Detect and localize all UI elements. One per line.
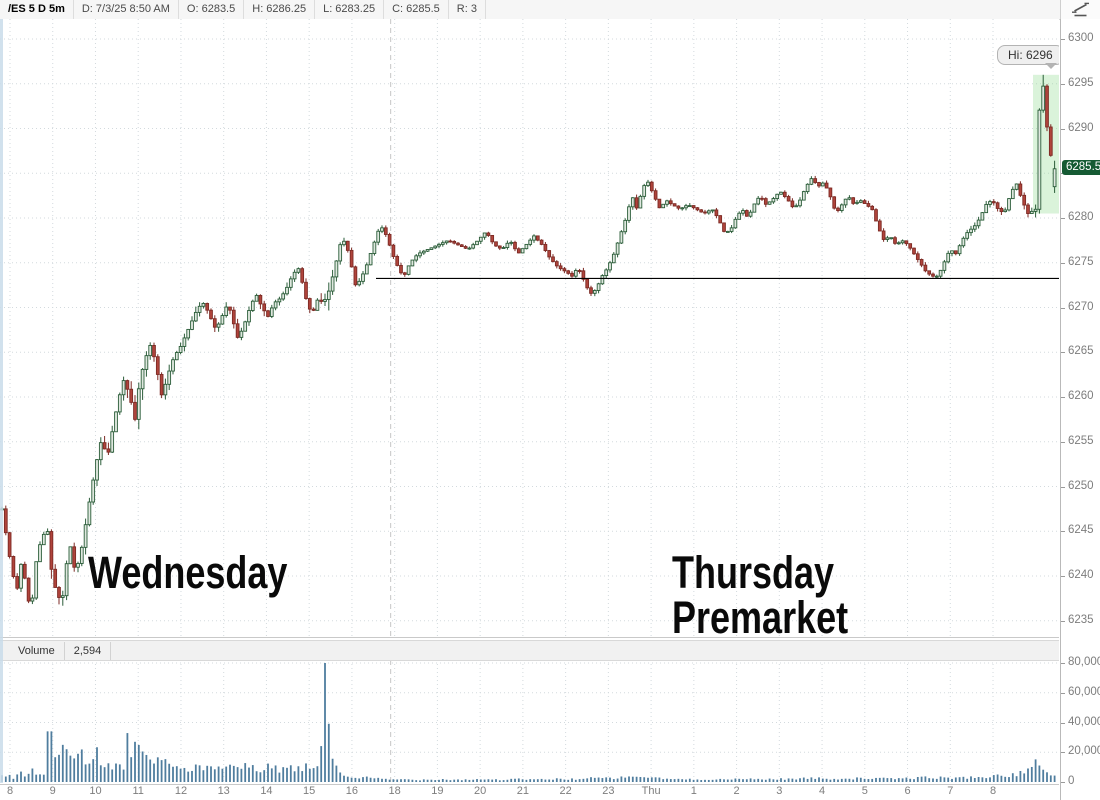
price-tick-label: 6245 [1061, 524, 1094, 537]
low-field: L: 6283.25 [315, 0, 385, 19]
time-tick-label: 13 [217, 785, 230, 797]
volume-study-header: Volume 2,594 [0, 640, 1059, 661]
time-tick-label: 1 [690, 785, 697, 797]
volume-tick-label: 40,000 [1060, 716, 1100, 728]
chart-header-bar: /ES 5 D 5m D: 7/3/25 8:50 AM O: 6283.5 H… [0, 0, 1060, 20]
price-tick-label: 6295 [1061, 76, 1094, 89]
candlestick-chart [0, 19, 1059, 637]
volume-chart-pane[interactable] [0, 660, 1059, 785]
price-chart-pane[interactable]: Wednesday Thursday Premarket Hi: 6296 [0, 19, 1059, 638]
time-tick-label: 20 [474, 785, 487, 797]
price-tick-label: 6260 [1061, 390, 1094, 402]
price-axis[interactable]: 6285.5 630062956290628562806275627062656… [1060, 19, 1100, 800]
price-tick-label: 6250 [1061, 479, 1094, 492]
price-tick-label: 6255 [1061, 434, 1094, 447]
time-tick-label: 8 [989, 785, 997, 797]
time-axis[interactable]: 8 9 10 11 12 13 14 15 16 18 19 20 21 22 23 Thu 1 2 3 4 5 6 7 8 [0, 785, 1059, 800]
price-tick-label: 6270 [1061, 300, 1094, 313]
thursday-premarket-annotation: Thursday Premarket [672, 547, 849, 638]
time-tick-label: 5 [861, 785, 868, 797]
volume-current-value: 2,594 [65, 641, 112, 660]
time-tick-label: 9 [49, 785, 56, 797]
high-price-tooltip: Hi: 6296 [997, 45, 1059, 69]
price-tick-label: 6235 [1061, 613, 1094, 626]
time-tick-label: 12 [174, 785, 188, 797]
volume-study-label[interactable]: Volume [9, 641, 65, 660]
price-tick-label: 6240 [1061, 569, 1094, 581]
time-tick-label: 8 [6, 785, 14, 797]
time-tick-label: 7 [947, 785, 954, 797]
volume-tick-label: 0 [1060, 775, 1075, 787]
time-tick-label: 15 [303, 785, 316, 797]
volume-tick-label: 20,000 [1060, 745, 1100, 757]
time-tick-label: 11 [132, 785, 144, 797]
time-tick-label: 23 [602, 785, 615, 797]
time-tick-label: 10 [89, 785, 102, 797]
cursor-date-field: D: 7/3/25 8:50 AM [74, 0, 179, 19]
price-tick-label: 6300 [1061, 32, 1094, 44]
volume-bars-chart [0, 660, 1059, 784]
volume-tick-label: 80,000 [1060, 656, 1100, 668]
time-tick-label: 14 [260, 785, 273, 797]
time-tick-label: 3 [776, 785, 783, 797]
price-tick-label: 6275 [1061, 255, 1094, 268]
volume-tick-label: 60,000 [1060, 686, 1100, 698]
time-tick-label: 16 [345, 785, 359, 797]
range-field: R: 3 [449, 0, 486, 19]
time-tick-label: 22 [559, 785, 572, 797]
last-price-tag: 6285.5 [1062, 159, 1100, 175]
price-tick-label: 6265 [1061, 345, 1094, 358]
close-field: C: 6285.5 [384, 0, 449, 19]
drawing-tool-icon [1071, 2, 1091, 23]
time-tick-label: 2 [733, 785, 740, 797]
symbol-timeframe-label: /ES 5 D 5m [0, 0, 74, 19]
time-tick-label: 21 [516, 785, 529, 797]
price-tick-label: 6290 [1061, 121, 1094, 134]
time-tick-label: Thu [641, 785, 661, 797]
time-tick-label: 6 [904, 785, 911, 797]
price-tick-label: 6280 [1061, 211, 1094, 223]
time-tick-label: 18 [388, 785, 401, 797]
wednesday-annotation: Wednesday [88, 547, 288, 598]
open-field: O: 6283.5 [179, 0, 245, 19]
time-tick-label: 4 [818, 785, 826, 797]
time-tick-label: 19 [431, 785, 444, 797]
high-field: H: 6286.25 [244, 0, 316, 19]
pane-edge-strip [0, 19, 3, 783]
